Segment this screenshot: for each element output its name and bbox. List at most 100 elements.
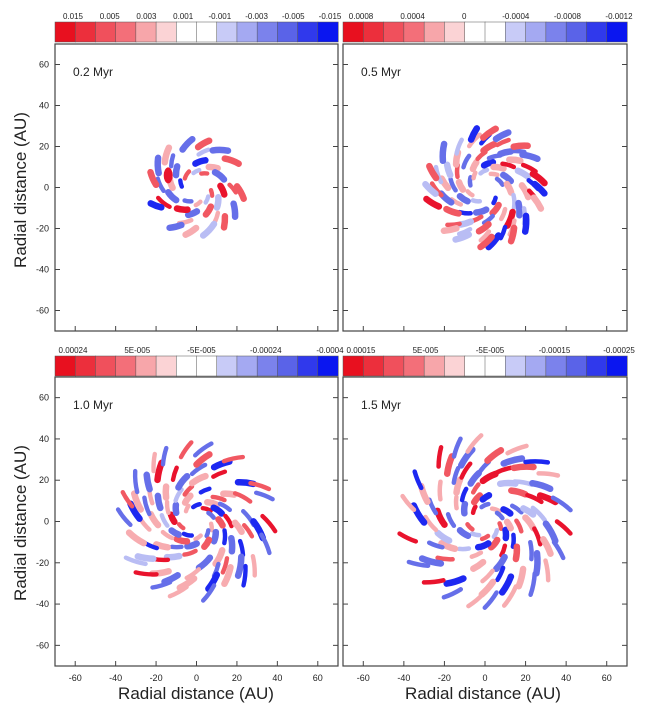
negative-density-arc — [480, 158, 497, 169]
negative-density-arc — [530, 505, 547, 523]
colorbar-swatch — [525, 355, 547, 377]
positive-density-arc — [227, 182, 239, 195]
negative-density-arc — [406, 559, 431, 568]
negative-density-arc — [134, 553, 157, 562]
negative-density-arc — [500, 171, 515, 185]
positive-density-arc — [193, 533, 203, 542]
colorbar-swatch — [155, 21, 177, 43]
negative-density-arc — [143, 471, 153, 493]
positive-density-arc — [487, 536, 501, 551]
positive-density-arc — [480, 125, 499, 141]
positive-density-arc — [443, 205, 462, 217]
positive-density-arc — [170, 465, 179, 482]
negative-density-arc — [457, 446, 476, 469]
x-tick-label: -60 — [69, 673, 82, 683]
positive-density-arc — [465, 433, 484, 454]
positive-density-peak — [163, 167, 173, 184]
positive-density-arc — [504, 208, 516, 229]
negative-density-arc — [494, 176, 505, 187]
negative-density-arc — [168, 527, 182, 538]
negative-density-arc — [172, 163, 181, 179]
colorbar-tick-label: -5E-005 — [187, 346, 216, 355]
positive-density-arc — [200, 506, 213, 514]
positive-density-arc — [536, 492, 559, 506]
negative-density-arc — [163, 552, 183, 561]
positive-density-arc — [506, 156, 524, 165]
negative-density-arc — [205, 571, 221, 593]
density-pattern — [115, 440, 278, 603]
colorbar-tick-label: 0.00015 — [347, 346, 376, 355]
negative-density-arc — [528, 539, 534, 562]
colorbar-swatch — [236, 355, 258, 377]
colorbar-swatch — [363, 355, 385, 377]
negative-density-arc — [482, 590, 499, 610]
negative-density-arc — [515, 199, 523, 219]
colorbar-tick-label: -0.0004 — [316, 346, 344, 355]
colorbar-tick-label: -0.00024 — [250, 346, 282, 355]
positive-density-arc — [498, 206, 508, 222]
positive-density-arc — [426, 162, 440, 182]
colorbar: 0.00024 5E-005 -5E-005 -0.00024 -0.0004 — [54, 346, 344, 377]
colorbar-swatch — [383, 21, 405, 43]
negative-density-arc — [410, 502, 428, 526]
positive-density-arc — [540, 536, 554, 557]
plot-frame — [342, 376, 628, 667]
positive-density-arc — [469, 159, 480, 173]
positive-density-arc — [130, 490, 144, 513]
y-tick-label: -20 — [36, 224, 49, 234]
positive-density-arc — [434, 507, 448, 528]
positive-density-arc — [508, 487, 529, 498]
positive-density-arc — [188, 472, 209, 487]
negative-density-arc — [213, 194, 222, 211]
positive-density-arc — [423, 514, 439, 533]
colorbar-tick-label: -0.005 — [282, 12, 305, 21]
colorbar-swatch — [464, 21, 486, 43]
positive-density-arc — [147, 168, 160, 189]
negative-density-arc — [184, 208, 201, 219]
negative-density-arc — [132, 468, 140, 495]
negative-density-arc — [203, 194, 211, 205]
negative-density-arc — [479, 501, 491, 510]
positive-density-arc — [529, 170, 548, 187]
positive-density-arc — [471, 170, 478, 181]
colorbar-swatch — [115, 355, 137, 377]
colorbar-swatch — [135, 355, 157, 377]
negative-density-arc — [201, 583, 217, 603]
colorbar-swatch — [586, 21, 608, 43]
positive-density-arc — [435, 555, 455, 562]
positive-density-arc — [453, 476, 464, 496]
positive-density-arc — [459, 461, 473, 480]
positive-density-arc — [164, 499, 171, 515]
negative-density-arc — [254, 490, 275, 502]
colorbar-swatch — [342, 355, 364, 377]
positive-density-arc — [231, 519, 245, 536]
colorbar-swatch — [383, 355, 405, 377]
negative-density-arc — [531, 180, 548, 197]
negative-density-arc — [115, 507, 133, 527]
positive-density-arc — [133, 570, 159, 577]
negative-density-arc — [479, 492, 493, 503]
negative-density-arc — [467, 125, 481, 143]
positive-density-arc — [466, 591, 486, 609]
colorbar-tick-label: -0.001 — [209, 12, 232, 21]
positive-density-arc — [260, 513, 278, 534]
negative-density-arc — [211, 169, 228, 183]
negative-density-arc — [155, 176, 166, 193]
negative-density-arc — [551, 539, 566, 561]
positive-density-arc — [489, 201, 502, 217]
colorbar-tick-label: -0.003 — [245, 12, 268, 21]
x-tick-label: 60 — [602, 673, 612, 683]
negative-density-arc — [500, 455, 526, 467]
colorbar-swatch — [74, 355, 96, 377]
negative-density-arc — [445, 512, 457, 528]
positive-density-arc — [154, 459, 165, 484]
colorbar: 0.015 0.005 0.003 0.001 -0.001 -0.003 -0.005 -0… — [54, 12, 342, 43]
negative-density-arc — [184, 540, 200, 550]
negative-density-arc — [191, 502, 202, 510]
colorbar-swatch — [342, 21, 364, 43]
positive-density-arc — [421, 578, 446, 585]
colorbar-swatch — [155, 355, 177, 377]
colorbar-swatch — [317, 21, 339, 43]
colorbar-swatch — [196, 355, 218, 377]
positive-density-arc — [514, 518, 524, 534]
